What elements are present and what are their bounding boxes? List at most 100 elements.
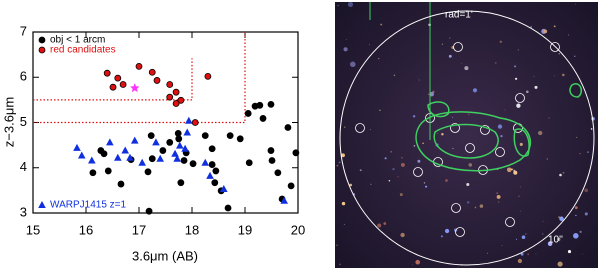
data-point [166,139,174,146]
contour [427,101,450,118]
image-source [579,152,581,155]
data-point [117,180,125,188]
image-source [441,43,444,45]
image-source [542,233,544,235]
data-point [287,182,295,190]
image-source [338,161,341,164]
image-source [412,115,416,118]
image-label: 10'' [548,235,563,246]
image-source [554,75,556,77]
data-point [175,135,183,143]
image-source [474,206,477,209]
data-point [185,116,193,124]
data-point [280,196,289,204]
contour [433,123,499,159]
data-point [135,62,143,70]
data-point [180,157,188,164]
image-source [515,77,518,80]
data-point [166,81,174,88]
y-tick-label: 7 [20,23,27,38]
candidate-circle [355,123,365,133]
image-source [397,176,399,178]
image-source [380,23,383,26]
image-source [504,109,506,111]
candidate-circle [480,125,490,135]
image-source [464,66,469,71]
image-source [341,153,345,158]
data-point [145,207,153,215]
data-point [224,204,232,212]
image-source [527,253,530,256]
data-point [256,101,264,109]
x-tick-label: 20 [291,222,305,237]
image-source [422,142,424,145]
image-source [479,204,484,208]
data-point [73,143,81,151]
data-point [220,185,228,193]
image-source [538,130,543,136]
image-source [575,214,577,217]
data-point [284,124,292,131]
image-source [359,169,362,172]
image-source [467,113,470,116]
image-source [576,136,578,138]
image-source [573,233,579,239]
data-point [144,168,152,176]
data-point [267,101,275,108]
image-source [466,182,470,187]
data-point [177,96,185,104]
sky-image: rad=1' 10'' [335,1,598,268]
image-source [449,37,451,39]
image-source [388,180,391,182]
image-source [497,124,503,129]
image-source [518,195,520,197]
image-source [546,158,548,160]
image-source [350,61,356,68]
image-source [560,216,562,218]
image-source [558,216,560,218]
data-point [274,169,282,177]
image-source [520,252,524,256]
image-source [498,201,500,203]
data-point [189,160,197,168]
image-source [525,90,529,94]
data-point [103,69,111,77]
image-source [582,253,584,255]
data-point [100,150,108,158]
data-point [204,72,212,80]
image-source [452,116,454,118]
image-source [400,162,405,167]
image-source [370,183,372,185]
scatter-plot: 3.6μm (AB) z−3.6μm 15 16 17 18 19 20 3 4 5 6 7 obj … [1,23,305,263]
image-source [586,151,589,154]
image-source [415,259,420,265]
image-source [521,235,526,239]
data-point [206,171,214,179]
image-source [533,75,535,77]
image-source [579,230,582,234]
data-point [38,46,46,54]
image-source [500,135,503,138]
image-source [347,1,354,7]
candidate-circle [451,203,461,213]
image-source [441,132,444,136]
data-point [147,132,155,140]
data-point [104,167,112,175]
image-source [425,185,428,188]
image-source [515,238,518,240]
data-point [208,145,216,153]
candidate-circle [550,42,560,52]
data-point [172,100,180,107]
image-source [557,261,563,267]
data-point [88,156,96,164]
image-sources [336,1,595,267]
image-source [562,171,565,174]
image-source [336,244,338,246]
x-tick-label: 16 [79,222,93,237]
candidate-circle [465,143,475,153]
image-source [445,179,448,182]
image-source [506,167,512,173]
image-source [590,128,593,130]
image-source [393,74,396,77]
image-source [411,264,413,266]
